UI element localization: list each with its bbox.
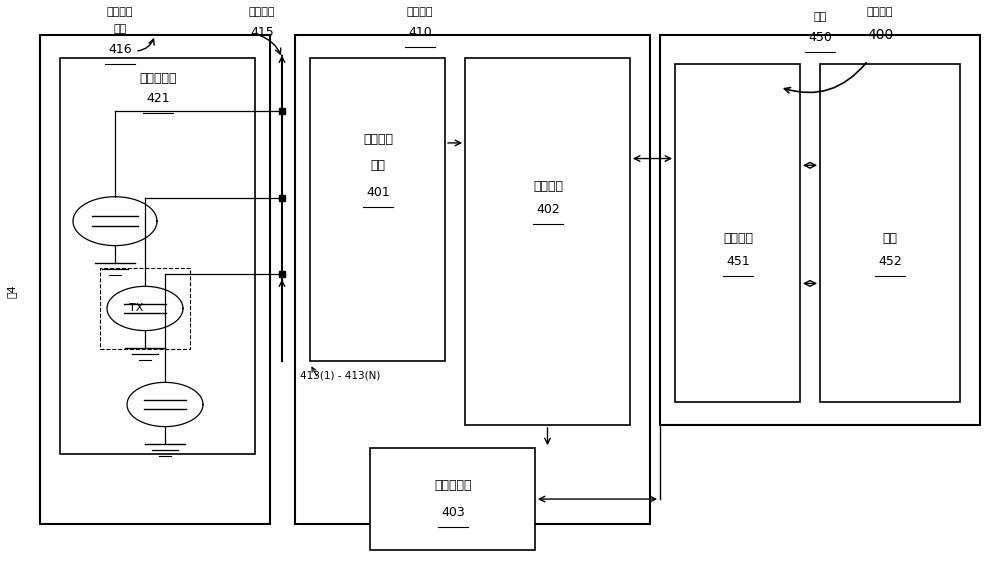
Text: 触控感应: 触控感应 bbox=[107, 6, 133, 17]
Text: 表面: 表面 bbox=[113, 24, 127, 34]
Text: 电容感应: 电容感应 bbox=[363, 133, 393, 146]
Text: 451: 451 bbox=[726, 255, 750, 268]
Text: 主机: 主机 bbox=[813, 12, 827, 23]
Bar bbox=[310, 58, 445, 361]
Bar bbox=[675, 64, 800, 402]
Bar bbox=[60, 58, 255, 454]
Text: TX: TX bbox=[129, 303, 143, 314]
Text: 421: 421 bbox=[146, 93, 170, 105]
Text: 电子系统: 电子系统 bbox=[867, 6, 893, 17]
Text: 非感应动作: 非感应动作 bbox=[434, 480, 472, 492]
Bar bbox=[660, 35, 980, 425]
Text: 处理设备: 处理设备 bbox=[407, 6, 433, 17]
Text: 403: 403 bbox=[441, 506, 465, 519]
Text: 判决逻辑: 判决逻辑 bbox=[723, 232, 753, 245]
Text: 450: 450 bbox=[808, 31, 832, 44]
Text: 400: 400 bbox=[867, 28, 893, 42]
Text: 应用: 应用 bbox=[883, 232, 898, 245]
Text: 模拟总线: 模拟总线 bbox=[249, 6, 275, 17]
Text: 416: 416 bbox=[108, 43, 132, 56]
Text: 402: 402 bbox=[536, 203, 560, 216]
Text: 410: 410 bbox=[408, 26, 432, 38]
Text: 452: 452 bbox=[878, 255, 902, 268]
Bar bbox=[100, 268, 190, 349]
Text: 图4: 图4 bbox=[7, 284, 17, 298]
Bar bbox=[465, 58, 630, 425]
Text: 处理逻辑: 处理逻辑 bbox=[533, 180, 563, 193]
Bar bbox=[40, 35, 270, 524]
Bar bbox=[295, 35, 650, 524]
Text: 电容式按鈤: 电容式按鈤 bbox=[139, 72, 177, 85]
Text: 415: 415 bbox=[250, 26, 274, 38]
Text: 413(1) - 413(N): 413(1) - 413(N) bbox=[300, 370, 380, 381]
Text: 401: 401 bbox=[366, 186, 390, 198]
Bar bbox=[370, 448, 535, 550]
Text: 电路: 电路 bbox=[370, 159, 386, 172]
Bar bbox=[820, 64, 960, 402]
